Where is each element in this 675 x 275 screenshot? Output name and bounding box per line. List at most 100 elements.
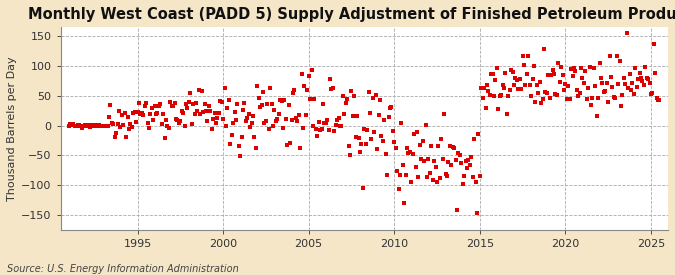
Point xyxy=(436,137,447,141)
Point xyxy=(431,179,442,184)
Point xyxy=(95,124,106,128)
Point xyxy=(166,103,177,108)
Point xyxy=(430,165,441,170)
Point xyxy=(348,114,358,119)
Point xyxy=(587,96,598,100)
Point xyxy=(275,98,286,103)
Point xyxy=(603,100,614,104)
Point xyxy=(440,172,451,177)
Point xyxy=(172,118,183,122)
Point xyxy=(399,201,410,206)
Point xyxy=(317,102,328,106)
Point xyxy=(535,80,545,84)
Point xyxy=(74,123,84,127)
Point xyxy=(130,110,140,114)
Point xyxy=(258,90,269,94)
Point xyxy=(330,122,341,127)
Point xyxy=(510,76,521,81)
Point xyxy=(168,104,179,108)
Point xyxy=(425,171,435,175)
Point xyxy=(523,54,534,58)
Point xyxy=(379,118,389,122)
Point xyxy=(342,97,352,101)
Point xyxy=(140,101,151,105)
Point xyxy=(315,128,325,133)
Point xyxy=(146,105,157,110)
Point xyxy=(369,129,379,134)
Point xyxy=(551,93,562,97)
Point xyxy=(265,86,275,90)
Point xyxy=(253,95,264,100)
Point xyxy=(122,115,133,120)
Point xyxy=(219,86,230,90)
Point xyxy=(70,123,80,128)
Point xyxy=(610,95,621,100)
Point xyxy=(591,114,602,119)
Point xyxy=(218,117,229,121)
Point xyxy=(302,87,313,92)
Point xyxy=(381,173,392,178)
Point xyxy=(109,135,120,140)
Point xyxy=(304,97,315,101)
Point xyxy=(620,81,630,86)
Point xyxy=(99,124,110,128)
Point xyxy=(500,71,511,75)
Point xyxy=(529,64,539,68)
Point xyxy=(570,69,580,74)
Point xyxy=(292,119,302,123)
Point xyxy=(310,127,321,131)
Point xyxy=(118,123,129,128)
Point xyxy=(641,76,652,80)
Point xyxy=(161,118,171,123)
Point xyxy=(309,97,320,101)
Point xyxy=(618,75,629,80)
Point xyxy=(452,208,462,212)
Point xyxy=(222,106,233,111)
Point xyxy=(585,65,595,69)
Point xyxy=(119,111,130,115)
Point xyxy=(456,161,466,165)
Point xyxy=(188,102,198,106)
Point xyxy=(466,155,477,159)
Point xyxy=(134,101,144,105)
Point xyxy=(252,84,263,89)
Point xyxy=(235,154,246,158)
Point xyxy=(481,82,492,87)
Point xyxy=(628,92,639,97)
Point xyxy=(86,123,97,127)
Point xyxy=(608,95,619,99)
Point xyxy=(593,96,603,100)
Point xyxy=(417,139,428,143)
Point xyxy=(493,107,504,112)
Point xyxy=(132,110,143,114)
Point xyxy=(358,186,369,190)
Point xyxy=(556,65,566,70)
Point xyxy=(72,123,83,127)
Point xyxy=(192,109,202,113)
Point xyxy=(335,124,346,128)
Point xyxy=(462,166,472,170)
Point xyxy=(63,123,74,128)
Point xyxy=(213,111,224,115)
Point xyxy=(643,77,653,81)
Point xyxy=(190,101,201,105)
Point xyxy=(491,66,502,70)
Point xyxy=(554,79,565,84)
Point xyxy=(616,103,626,108)
Point xyxy=(595,76,606,81)
Point xyxy=(634,71,645,75)
Point xyxy=(494,94,505,98)
Point xyxy=(286,118,297,122)
Point xyxy=(155,102,166,107)
Point xyxy=(158,112,169,116)
Point xyxy=(163,125,174,130)
Point xyxy=(65,122,76,126)
Point xyxy=(354,150,365,154)
Point xyxy=(340,101,351,105)
Point xyxy=(567,73,578,78)
Point xyxy=(245,124,256,129)
Point xyxy=(303,74,314,78)
Point xyxy=(487,72,498,76)
Point xyxy=(426,144,437,148)
Point xyxy=(418,159,429,164)
